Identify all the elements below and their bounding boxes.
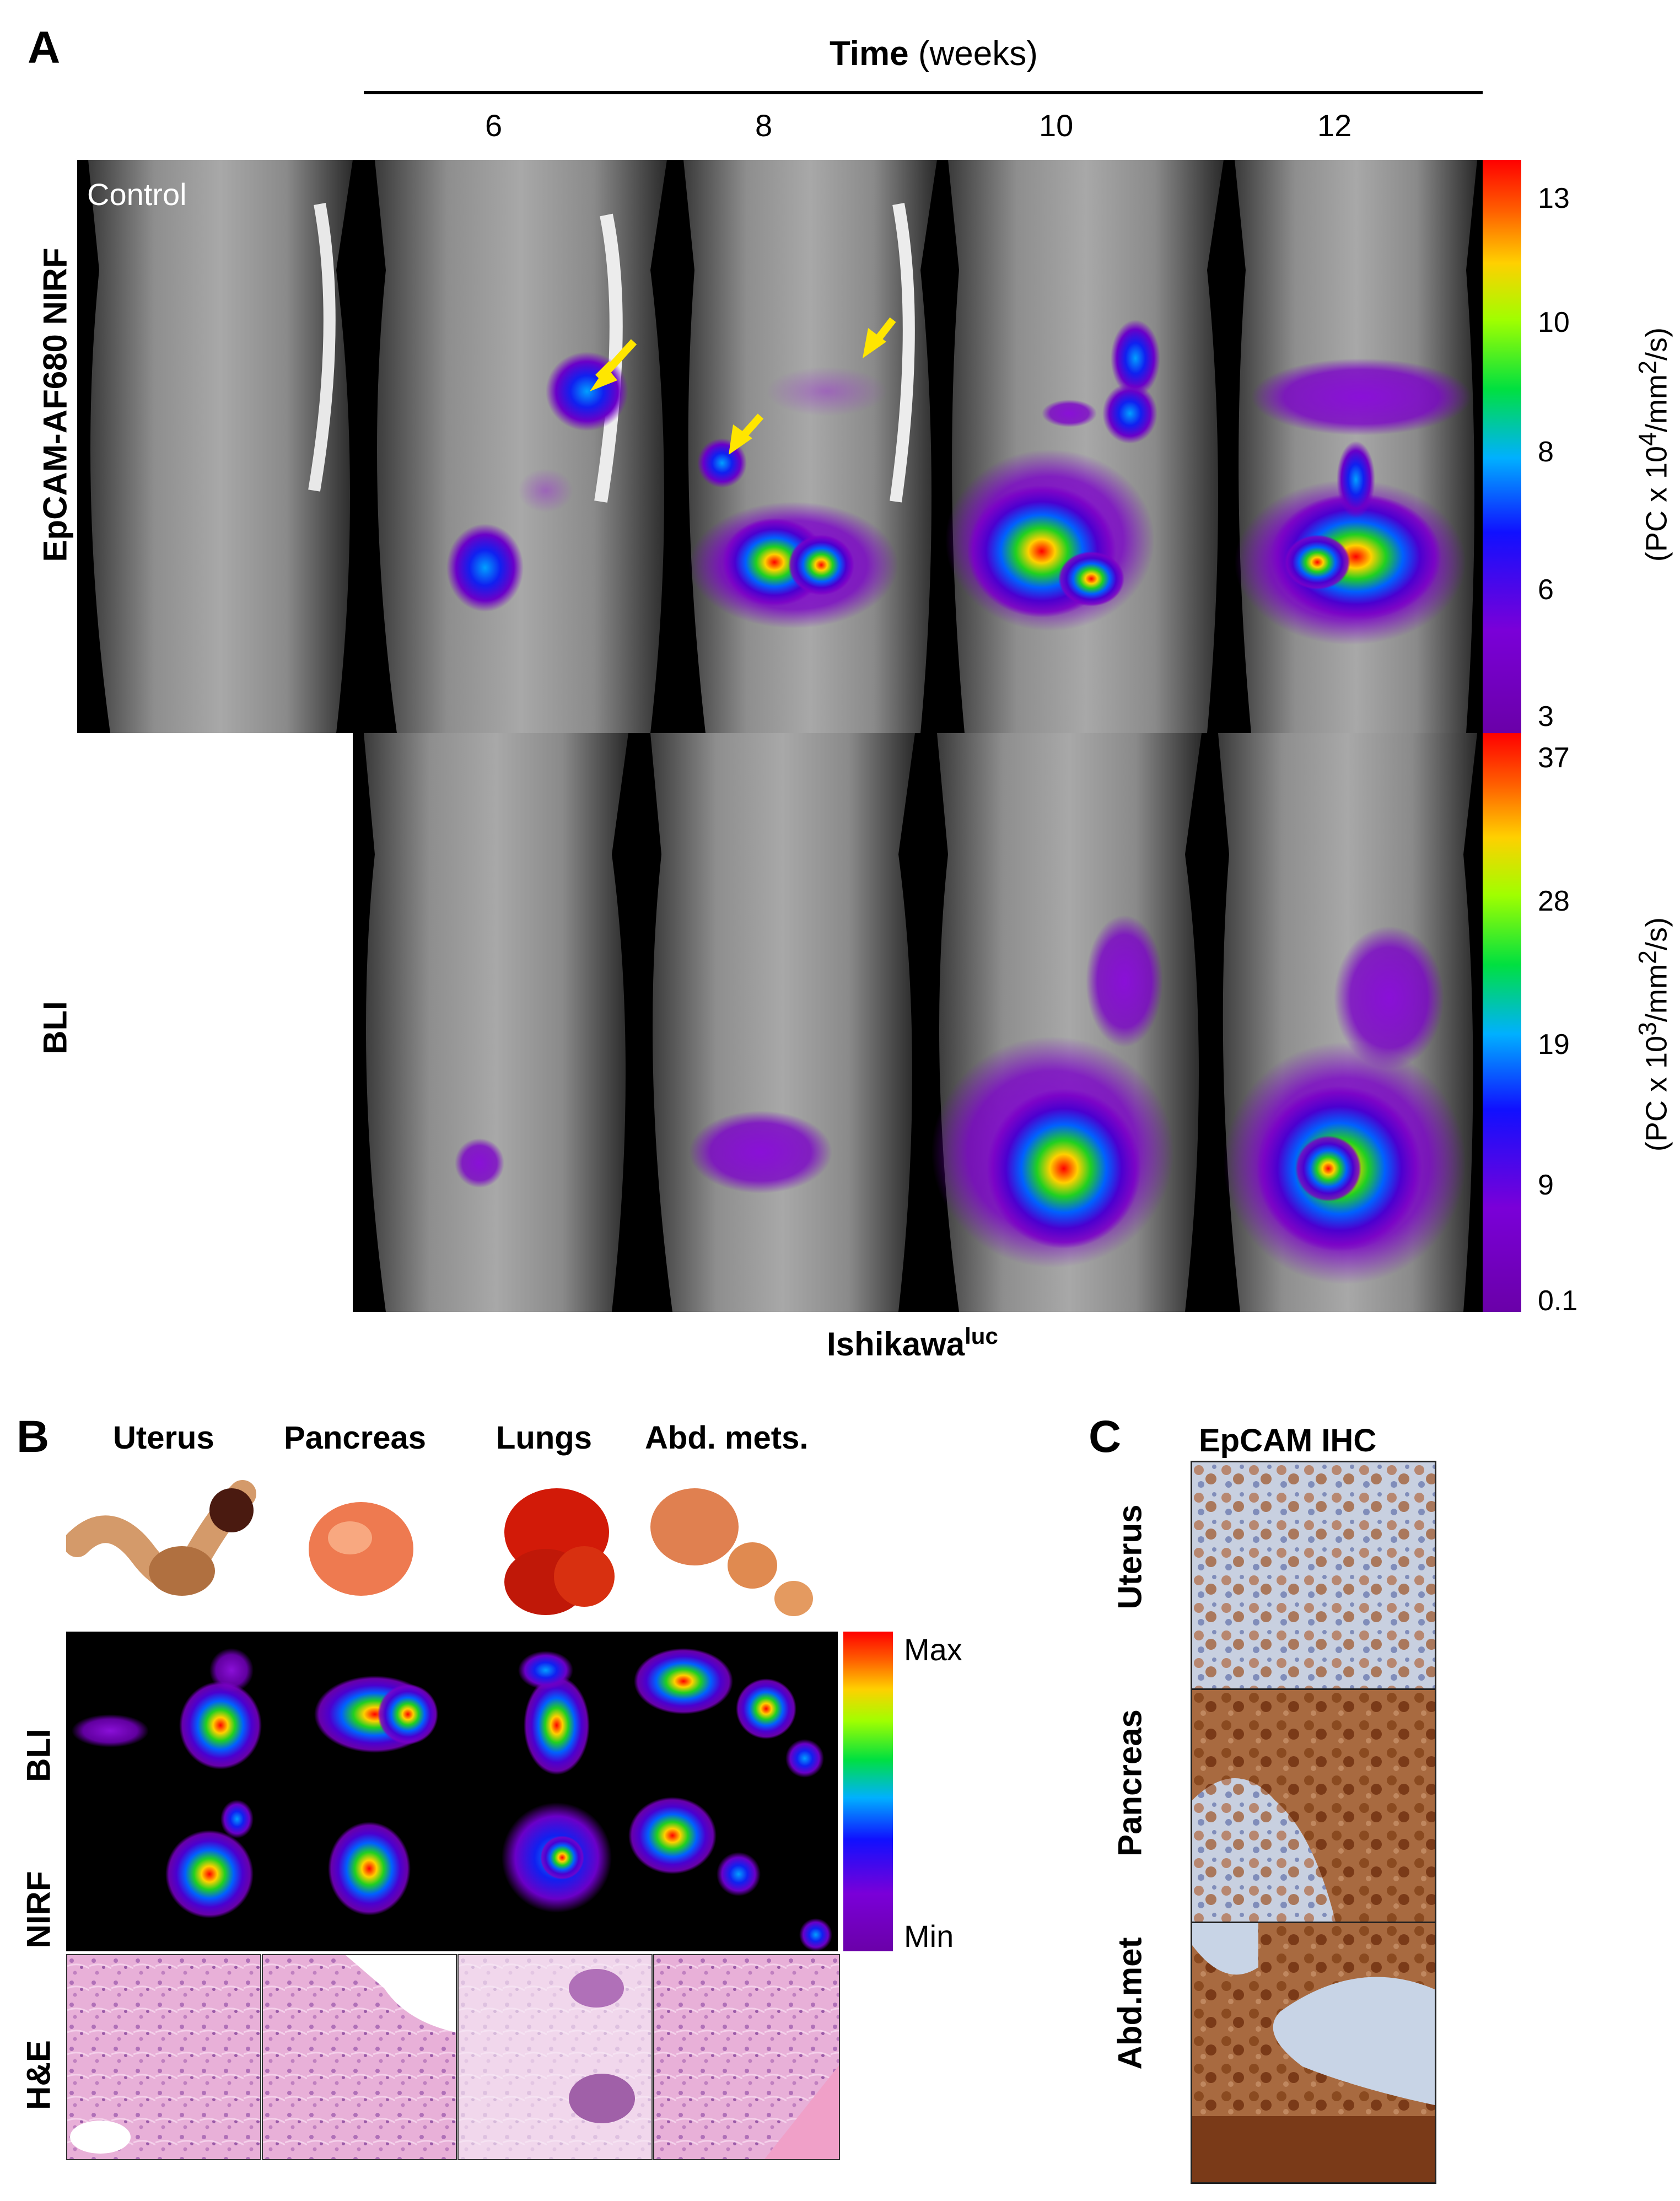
- control-label: Control: [87, 177, 187, 212]
- panel-c-letter: C: [1089, 1412, 1122, 1462]
- panel-b-scale-min: Min: [904, 1919, 954, 1954]
- bli-mouse-week10: [926, 733, 1213, 1312]
- cell-line-label: Ishikawaluc: [827, 1323, 998, 1363]
- nirf-mouse-control: Control: [77, 160, 364, 733]
- panel-c-row-abd-met: Abd.met: [1111, 1937, 1149, 2070]
- bli-units-prefix: (PC x 10: [1640, 1035, 1673, 1152]
- ihc-image-pancreas: [1191, 1688, 1436, 1923]
- gross-photo-lungs: [496, 1483, 623, 1621]
- panel-b-letter: B: [17, 1412, 50, 1462]
- nirf-units-label: (PC x 104/mm2/s): [1634, 224, 1674, 665]
- panel-b-col-uterus: Uterus: [113, 1420, 214, 1456]
- he-image-uterus: [66, 1954, 261, 2160]
- gross-photo-pancreas: [298, 1494, 424, 1604]
- nirf-units-suffix: /s): [1640, 327, 1673, 360]
- nirf-units-prefix: (PC x 10: [1640, 445, 1673, 562]
- row-label-nirf: EpCAM-AF680 NIRF: [36, 247, 74, 562]
- he-image-abd-mets: [653, 1954, 840, 2160]
- he-image-pancreas: [262, 1954, 457, 2160]
- bli-tick-37: 37: [1538, 742, 1570, 774]
- bli-mouse-week12: [1213, 733, 1483, 1312]
- panel-b-row-he: H&E: [20, 2040, 57, 2110]
- gross-photo-uterus: [66, 1477, 265, 1621]
- nirf-tick-13: 13: [1538, 182, 1570, 214]
- nirf-tick-10: 10: [1538, 306, 1570, 338]
- panel-c-row-uterus: Uterus: [1111, 1504, 1149, 1610]
- panel-b-row-bli: BLI: [20, 1729, 57, 1782]
- ex-vivo-nirf-image: [66, 1786, 838, 1951]
- ihc-image-abd-met: [1191, 1922, 1436, 2184]
- bli-colorbar: [1483, 733, 1521, 1312]
- time-title-bold: Time: [830, 35, 909, 73]
- time-axis-line: [364, 91, 1483, 94]
- panel-c-title: EpCAM IHC: [1199, 1423, 1377, 1459]
- time-axis-title: Time (weeks): [830, 34, 1038, 73]
- nirf-tick-3: 3: [1538, 701, 1554, 733]
- ihc-image-uterus: [1191, 1461, 1436, 1690]
- bli-tick-19: 19: [1538, 1029, 1570, 1061]
- panel-b-row-nirf: NIRF: [20, 1871, 57, 1949]
- bli-tick-28: 28: [1538, 885, 1570, 917]
- week-label-8: 8: [755, 108, 773, 143]
- he-image-lungs: [457, 1954, 653, 2160]
- ex-vivo-bli-image: [66, 1632, 838, 1786]
- nirf-mouse-week8: [678, 160, 943, 733]
- nirf-colorbar: [1483, 160, 1521, 733]
- nirf-mouse-week10: [943, 160, 1229, 733]
- panel-b-col-lungs: Lungs: [496, 1420, 592, 1456]
- panel-b-scale-max: Max: [904, 1632, 962, 1667]
- bli-units-sup2: 2: [1633, 950, 1662, 964]
- nirf-tick-8: 8: [1538, 436, 1554, 468]
- bli-units-mid: /mm: [1640, 964, 1673, 1022]
- week-label-10: 10: [1039, 108, 1074, 143]
- panel-a-letter: A: [28, 23, 61, 73]
- nirf-units-sup1: 4: [1633, 432, 1662, 446]
- week-label-12: 12: [1317, 108, 1352, 143]
- panel-b-col-abd-mets: Abd. mets.: [645, 1420, 809, 1456]
- bli-mouse-week6: [353, 733, 639, 1312]
- week-label-6: 6: [485, 108, 503, 143]
- bli-mouse-week8: [639, 733, 926, 1312]
- panel-c-row-pancreas: Pancreas: [1111, 1709, 1149, 1856]
- nirf-units-sup2: 2: [1633, 360, 1662, 374]
- nirf-mouse-week6: [364, 160, 678, 733]
- bli-tick-0-1: 0.1: [1538, 1285, 1578, 1317]
- cell-line-name: Ishikawa: [827, 1326, 965, 1363]
- bli-units-sup1: 3: [1633, 1021, 1662, 1036]
- panel-b-col-pancreas: Pancreas: [284, 1420, 426, 1456]
- cell-line-sup: luc: [965, 1323, 998, 1349]
- bli-units-label: (PC x 103/mm2/s): [1634, 814, 1674, 1255]
- panel-b-colorbar: [843, 1632, 893, 1951]
- bli-units-suffix: /s): [1640, 917, 1673, 950]
- bli-tick-9: 9: [1538, 1169, 1554, 1201]
- nirf-tick-6: 6: [1538, 574, 1554, 606]
- time-title-rest: (weeks): [908, 35, 1038, 73]
- nirf-mouse-week12: [1229, 160, 1483, 733]
- gross-photo-abd-mets: [645, 1483, 821, 1626]
- nirf-units-mid: /mm: [1640, 374, 1673, 432]
- row-label-bli: BLI: [36, 1001, 74, 1054]
